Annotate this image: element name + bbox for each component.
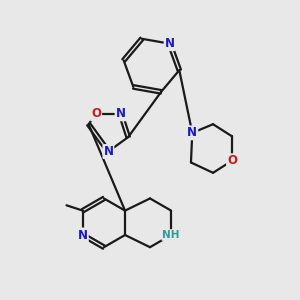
Text: O: O bbox=[91, 107, 101, 120]
Text: N: N bbox=[165, 37, 175, 50]
Text: N: N bbox=[78, 229, 88, 242]
Text: NH: NH bbox=[162, 230, 180, 240]
Text: N: N bbox=[116, 107, 126, 120]
Text: N: N bbox=[187, 126, 197, 139]
Text: O: O bbox=[227, 154, 237, 167]
Text: N: N bbox=[103, 145, 113, 158]
